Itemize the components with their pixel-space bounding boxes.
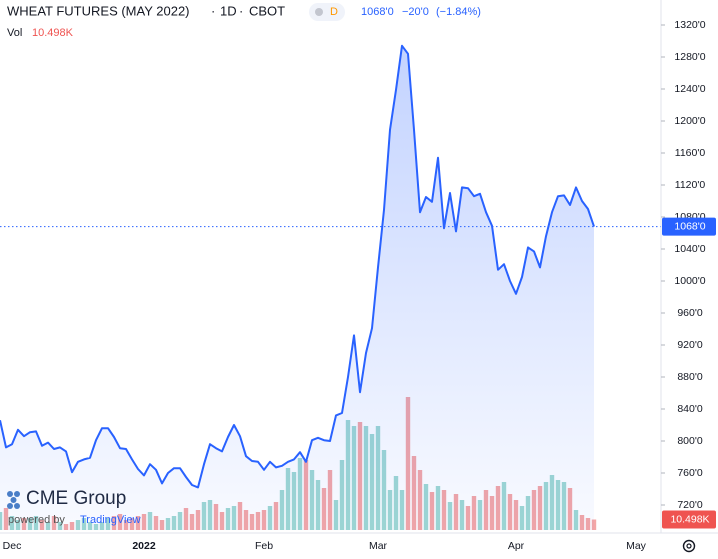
y-tick-label: 1160'0 bbox=[675, 147, 706, 159]
x-tick-label: 2022 bbox=[132, 540, 156, 552]
gear-hub bbox=[686, 543, 692, 549]
x-tick-label: May bbox=[626, 540, 647, 552]
exchange: CBOT bbox=[249, 3, 285, 18]
badge: D bbox=[330, 6, 338, 18]
y-tick-label: 1320'0 bbox=[674, 19, 705, 31]
last-price-tag bbox=[662, 217, 716, 236]
y-tick-label: 880'0 bbox=[677, 371, 703, 383]
price-change: −20'0 bbox=[402, 6, 429, 18]
last-price: 1068'0 bbox=[361, 6, 394, 18]
y-tick-label: 720'0 bbox=[677, 499, 703, 511]
volume-title: Vol bbox=[7, 27, 22, 39]
separator: · bbox=[211, 3, 215, 18]
settings-icon[interactable] bbox=[682, 539, 696, 553]
header: WHEAT FUTURES (MAY 2022) · 1D · CBOT D 1… bbox=[0, 0, 481, 44]
provider: TradingView bbox=[80, 514, 141, 526]
header-bg bbox=[0, 0, 420, 44]
y-tick-label: 1000'0 bbox=[674, 275, 705, 287]
x-tick-label: Dec bbox=[3, 540, 22, 552]
price-change-pct: (−1.84%) bbox=[436, 6, 481, 18]
price-line bbox=[0, 44, 595, 489]
branding: CME Group powered by TradingView bbox=[7, 488, 141, 526]
y-tick-label: 1200'0 bbox=[674, 115, 705, 127]
x-tick-label: Feb bbox=[255, 540, 273, 552]
y-tick-label: 1280'0 bbox=[674, 51, 705, 63]
logo-dot bbox=[10, 497, 17, 503]
volume-tag-label: 10.498K bbox=[670, 513, 709, 525]
logo-dot bbox=[7, 491, 13, 497]
y-tick-label: 920'0 bbox=[677, 339, 703, 351]
y-tick-label: 760'0 bbox=[677, 467, 703, 479]
logo-dot bbox=[14, 503, 20, 509]
symbol-title: WHEAT FUTURES (MAY 2022) bbox=[7, 3, 190, 18]
logo-dot bbox=[14, 491, 20, 497]
last-price-tag-label: 1068'0 bbox=[674, 220, 705, 232]
powered-by: powered by bbox=[8, 514, 65, 526]
plot-area bbox=[0, 44, 661, 531]
y-tick-label: 1040'0 bbox=[674, 243, 705, 255]
logo-text: CME Group bbox=[26, 488, 126, 509]
separator: · bbox=[239, 3, 243, 18]
y-tick-label: 840'0 bbox=[677, 403, 703, 415]
volume-tag bbox=[662, 510, 716, 529]
gear-ring bbox=[682, 539, 696, 553]
logo-dot bbox=[7, 503, 13, 509]
y-tick-label: 1240'0 bbox=[674, 83, 705, 95]
volume-last: 10.498K bbox=[32, 27, 74, 39]
y-tick-label: 800'0 bbox=[677, 435, 703, 447]
x-tick-label: Mar bbox=[369, 540, 388, 552]
interval: 1D bbox=[220, 3, 237, 18]
x-tick-label: Apr bbox=[508, 540, 525, 552]
badge-bg bbox=[309, 3, 345, 21]
y-tick-label: 960'0 bbox=[677, 307, 703, 319]
area-fill bbox=[0, 45, 594, 531]
badge-dot bbox=[315, 8, 323, 16]
y-tick-label: 1120'0 bbox=[675, 179, 706, 191]
